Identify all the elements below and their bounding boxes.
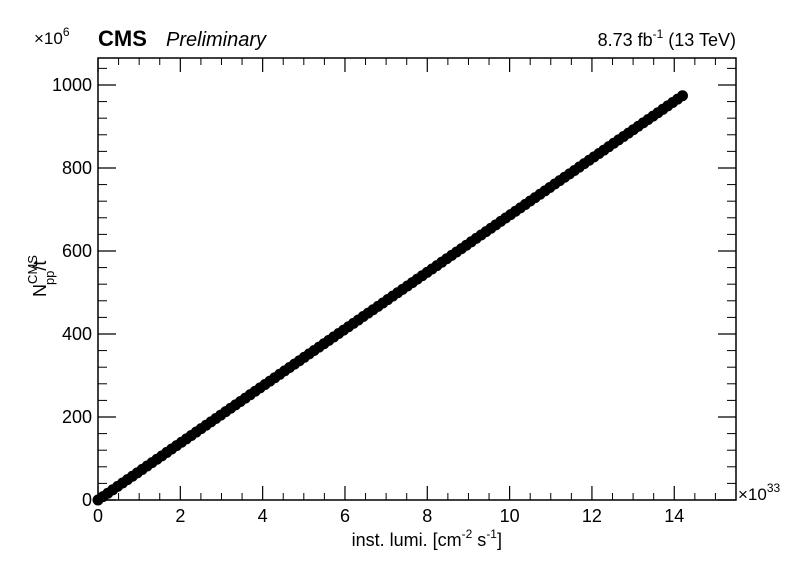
y-title-sub: pp	[42, 271, 57, 285]
x-title-b: -2	[462, 527, 473, 541]
y-multiplier-exp: 6	[63, 25, 70, 39]
x-tick-label: 14	[664, 506, 684, 526]
x-ticks: 0 2 4 6 8 10 12 14	[93, 58, 737, 526]
x-tick-label: 2	[175, 506, 185, 526]
y-title-sup: CMS	[25, 255, 40, 284]
y-tick-label: 200	[62, 407, 92, 427]
y-tick-label: 600	[62, 241, 92, 261]
y-tick-label: 800	[62, 158, 92, 178]
x-title-a: inst. lumi. [cm	[352, 530, 462, 550]
y-tick-label: 400	[62, 324, 92, 344]
x-tick-label: 12	[582, 506, 602, 526]
lumi-energy: (13 TeV)	[663, 30, 736, 50]
lumi-base: 8.73 fb	[598, 30, 653, 50]
plot-frame	[97, 57, 737, 501]
y-title-tail: /t	[30, 261, 50, 271]
lumi-exp: -1	[653, 27, 664, 41]
x-multiplier-exp: 33	[767, 481, 781, 495]
y-axis-title: NCMS pp/t	[25, 255, 57, 297]
cms-label: CMS	[98, 26, 147, 51]
data-point	[676, 90, 688, 102]
x-title-d: -1	[486, 527, 497, 541]
y-tick-label: 1000	[52, 75, 92, 95]
y-multiplier-base: ×10	[34, 29, 63, 48]
x-tick-label: 4	[258, 506, 268, 526]
x-multiplier-base: ×10	[738, 485, 767, 504]
x-title-c: s	[472, 530, 486, 550]
luminosity-label: 8.73 fb-1 (13 TeV)	[598, 27, 736, 50]
y-ticks: 0 200 400 600 800 1000	[52, 67, 736, 510]
x-multiplier: ×1033	[738, 481, 781, 504]
y-title-base: N	[30, 284, 50, 297]
x-tick-label: 0	[93, 506, 103, 526]
x-title-e: ]	[497, 530, 502, 550]
x-axis-title: inst. lumi. [cm-2 s-1]	[352, 527, 502, 550]
y-multiplier: ×106	[34, 25, 70, 48]
data-points	[92, 90, 688, 506]
x-tick-label: 6	[340, 506, 350, 526]
x-tick-label: 8	[422, 506, 432, 526]
y-tick-label: 0	[82, 490, 92, 510]
preliminary-label: Preliminary	[166, 29, 267, 51]
x-tick-label: 10	[500, 506, 520, 526]
